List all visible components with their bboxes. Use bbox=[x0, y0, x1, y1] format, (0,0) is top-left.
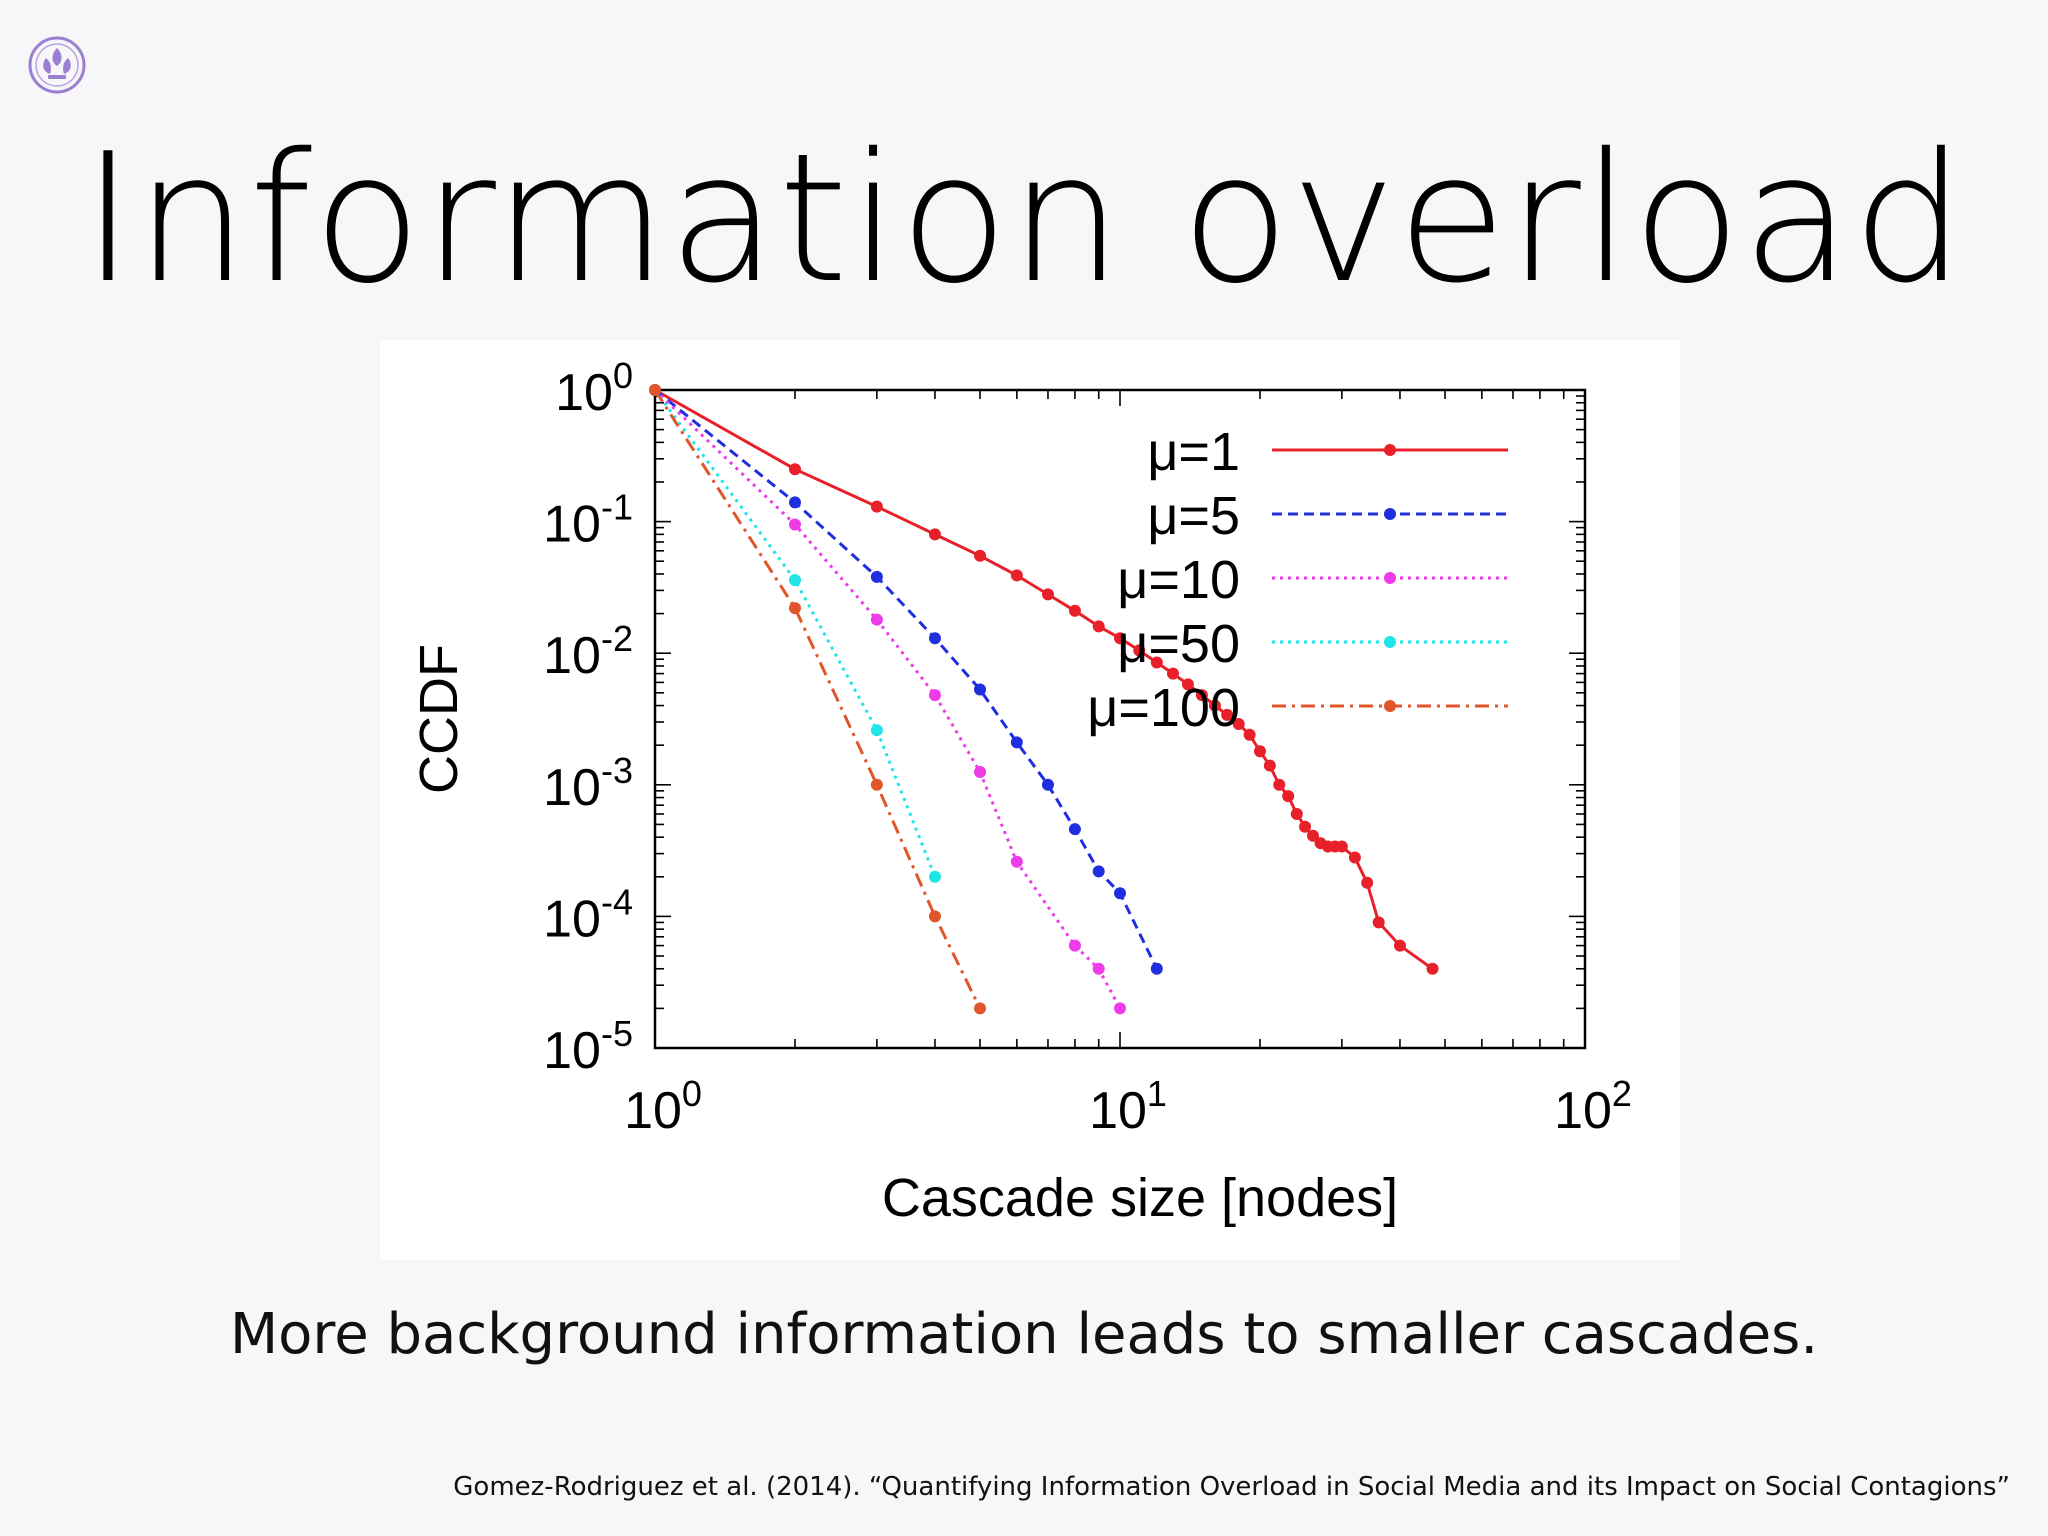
legend-label: μ=50 bbox=[1117, 614, 1240, 674]
legend-marker bbox=[1384, 572, 1396, 584]
data-point bbox=[870, 778, 883, 791]
data-point bbox=[870, 613, 883, 626]
data-point bbox=[788, 463, 801, 476]
plot-panel bbox=[380, 340, 1680, 1260]
data-point bbox=[1010, 736, 1023, 749]
data-point bbox=[870, 724, 883, 737]
data-point bbox=[928, 689, 941, 702]
data-point bbox=[1290, 807, 1303, 820]
data-point bbox=[1010, 569, 1023, 582]
data-point bbox=[870, 500, 883, 513]
data-point bbox=[1150, 962, 1163, 975]
series-line bbox=[653, 389, 982, 1010]
ccdf-chart: 100 101 102 100 10-1 10-2 10-3 10-4 10-5 Cascade … bbox=[409, 355, 1632, 1228]
y-axis-label: CCDF bbox=[409, 644, 469, 794]
legend-marker bbox=[1384, 508, 1396, 520]
x-tick-label: 102 bbox=[1554, 1073, 1632, 1140]
data-point bbox=[1426, 962, 1439, 975]
data-point bbox=[1282, 790, 1295, 803]
data-point bbox=[788, 518, 801, 531]
data-point bbox=[928, 632, 941, 645]
data-point bbox=[974, 766, 987, 779]
data-point bbox=[649, 384, 661, 396]
data-point bbox=[974, 549, 987, 562]
data-point bbox=[1092, 962, 1105, 975]
data-point bbox=[1114, 632, 1126, 645]
y-tick-label: 100 bbox=[555, 355, 633, 422]
legend-label: μ=100 bbox=[1087, 678, 1240, 738]
legend-marker bbox=[1384, 444, 1396, 456]
data-point bbox=[1092, 865, 1105, 878]
series-line bbox=[653, 388, 1122, 1010]
y-tick-label: 10-1 bbox=[543, 487, 633, 554]
series-1 bbox=[649, 384, 1163, 975]
data-point bbox=[1361, 876, 1374, 889]
data-point bbox=[1372, 916, 1385, 929]
legend-marker bbox=[1384, 636, 1396, 648]
data-point bbox=[1010, 855, 1023, 868]
data-point bbox=[1133, 644, 1146, 657]
data-point bbox=[1041, 588, 1054, 601]
data-point bbox=[1114, 887, 1126, 900]
data-point bbox=[1273, 778, 1286, 791]
citation: Gomez-Rodriguez et al. (2014). “Quantify… bbox=[453, 1472, 2010, 1502]
series-4 bbox=[649, 384, 987, 1015]
data-point bbox=[1181, 678, 1194, 691]
data-point bbox=[1221, 708, 1234, 721]
data-point bbox=[1195, 689, 1208, 702]
data-point bbox=[1263, 759, 1276, 772]
series-line bbox=[653, 389, 937, 878]
data-point bbox=[870, 570, 883, 583]
legend-label: μ=10 bbox=[1117, 550, 1240, 610]
legend-label: μ=1 bbox=[1147, 422, 1240, 482]
data-point bbox=[1253, 745, 1266, 758]
data-point bbox=[1348, 851, 1361, 864]
data-point bbox=[1068, 823, 1081, 836]
data-point bbox=[1208, 699, 1221, 712]
slide-caption: More background information leads to sma… bbox=[229, 1302, 1819, 1367]
x-tick-label: 101 bbox=[1089, 1073, 1167, 1140]
y-tick-label: 10-5 bbox=[543, 1013, 633, 1080]
x-tick-label: 100 bbox=[624, 1073, 702, 1140]
data-point bbox=[788, 496, 801, 509]
data-point bbox=[1092, 620, 1105, 633]
university-crest-icon bbox=[28, 36, 86, 94]
data-point bbox=[928, 528, 941, 541]
legend-marker bbox=[1384, 700, 1396, 712]
data-point bbox=[1299, 820, 1312, 833]
data-point bbox=[1393, 939, 1406, 952]
data-point bbox=[1243, 728, 1256, 741]
data-point bbox=[1068, 939, 1081, 952]
y-tick-label: 10-3 bbox=[543, 750, 633, 817]
x-axis-label: Cascade size [nodes] bbox=[882, 1168, 1398, 1228]
data-point bbox=[928, 910, 941, 923]
data-point bbox=[1114, 1002, 1126, 1015]
data-point bbox=[928, 870, 941, 883]
series-0 bbox=[649, 384, 1439, 975]
series-line bbox=[654, 388, 1159, 970]
data-point bbox=[1335, 840, 1348, 853]
data-point bbox=[1232, 717, 1245, 730]
data-point bbox=[974, 1002, 987, 1015]
series-line bbox=[654, 388, 1434, 971]
data-point bbox=[788, 573, 801, 586]
legend-label: μ=5 bbox=[1147, 486, 1240, 546]
data-point bbox=[1306, 829, 1319, 842]
slide-title: Information overload bbox=[81, 115, 1967, 322]
data-point bbox=[1041, 778, 1054, 791]
data-point bbox=[1166, 667, 1179, 680]
y-tick-label: 10-4 bbox=[543, 881, 633, 948]
axis-ticks bbox=[654, 390, 1585, 1049]
series-3 bbox=[649, 384, 941, 883]
data-point bbox=[974, 683, 987, 696]
data-point bbox=[1150, 656, 1163, 669]
data-point bbox=[1068, 604, 1081, 617]
y-tick-label: 10-2 bbox=[543, 618, 633, 685]
data-point bbox=[788, 602, 801, 615]
series-2 bbox=[649, 384, 1126, 1015]
